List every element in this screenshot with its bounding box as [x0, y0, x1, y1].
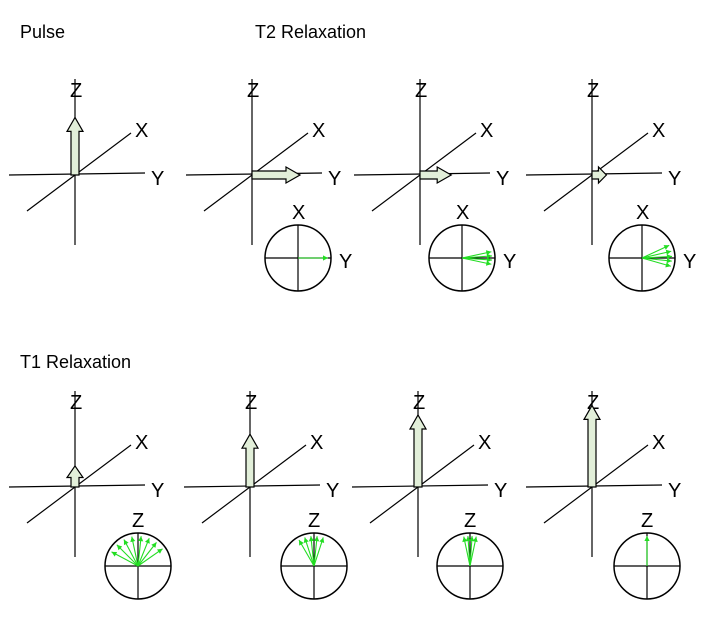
spin-vector-head	[157, 548, 163, 554]
spin-vector-head	[111, 551, 118, 557]
spin-vector	[137, 548, 163, 567]
spin-vector-head	[644, 536, 650, 541]
x-axis-label: X	[652, 432, 665, 454]
magnetization-arrow	[251, 165, 302, 185]
spin-vector-head	[465, 536, 471, 542]
z-axis-label: Z	[413, 392, 425, 414]
y-axis-label: Y	[151, 168, 164, 190]
spin-vector	[313, 537, 324, 567]
spin-vector	[123, 539, 139, 567]
magnetization-arrow	[408, 413, 428, 488]
inset-axis-label: Z	[308, 510, 320, 532]
spin-vector	[304, 537, 315, 567]
inset-axis-label: Z	[464, 510, 476, 532]
inset-side-label: Y	[683, 251, 696, 273]
x-axis-label: X	[480, 120, 493, 142]
x-axis-label: X	[478, 432, 491, 454]
inset-axis-label: Z	[132, 510, 144, 532]
inset-circle-t2-step-1: XY	[264, 202, 352, 292]
spin-vector-head	[151, 542, 157, 548]
spin-vector-head	[666, 258, 672, 264]
spin-vector	[461, 255, 492, 259]
spin-vector	[298, 539, 315, 567]
spin-vector-head	[303, 537, 309, 543]
x-axis-label: X	[135, 120, 148, 142]
magnetization-arrow	[65, 116, 85, 176]
magnetization-arrow	[419, 165, 453, 185]
y-axis-label: Y	[151, 480, 164, 502]
inset-side-label: Y	[339, 251, 352, 273]
spin-vector-head	[665, 249, 672, 255]
spin-vector-head	[472, 536, 478, 543]
spin-vector-head	[665, 262, 671, 268]
spin-vector-head	[663, 245, 670, 250]
panel-pulse: Z X Y	[8, 79, 164, 245]
inset-side-label: Y	[503, 251, 516, 273]
spin-vector-head	[314, 536, 320, 542]
spin-vector-head	[319, 537, 325, 543]
spin-vector-head	[130, 536, 136, 543]
y-axis-label: Y	[496, 168, 509, 190]
heading-t2-relaxation: T2 Relaxation	[255, 22, 366, 42]
z-axis-label: Z	[247, 80, 259, 102]
spin-vector-head	[116, 544, 123, 551]
z-axis-label: Z	[415, 80, 427, 102]
y-axis-label: Y	[328, 168, 341, 190]
y-axis-label: Y	[494, 480, 507, 502]
z-axis-label: Z	[245, 392, 257, 414]
spin-vector-head	[486, 253, 492, 259]
magnetization-arrow	[240, 432, 260, 488]
y-axis-label: Y	[668, 480, 681, 502]
z-axis-label: Z	[587, 80, 599, 102]
magnetization-arrow	[582, 404, 602, 488]
z-axis-label: Z	[70, 392, 82, 414]
z-axis-label: Z	[70, 80, 82, 102]
inset-circle-t1-step-2: Z	[280, 510, 348, 600]
inset-circle-t1-step-1: Z	[104, 510, 172, 600]
spin-vector	[137, 537, 150, 567]
inset-axis-label: X	[292, 202, 305, 224]
heading-t1-relaxation: T1 Relaxation	[20, 352, 131, 372]
spin-vector-head	[299, 540, 304, 546]
spin-vector-head	[486, 257, 492, 263]
y-axis-label: Y	[326, 480, 339, 502]
x-axis-label: X	[310, 432, 323, 454]
spin-vector-head	[138, 536, 144, 542]
inset-circle-t1-step-4: Z	[613, 510, 681, 600]
spin-vector-head	[308, 536, 314, 542]
spin-vector	[469, 536, 473, 567]
spin-vector-head	[485, 260, 492, 266]
spin-vector	[467, 536, 471, 567]
magnetization-arrow	[591, 165, 608, 185]
inset-axis-label: X	[636, 202, 649, 224]
y-axis-label: Y	[668, 168, 681, 190]
spin-vector	[111, 551, 139, 567]
magnetization-arrow	[65, 464, 85, 488]
spin-vector-head	[666, 254, 672, 260]
heading-pulse: Pulse	[20, 22, 65, 42]
spin-vector-head	[323, 255, 328, 261]
inset-axis-label: X	[456, 202, 469, 224]
inset-circle-t1-step-3: Z	[436, 510, 504, 600]
x-axis-label: X	[652, 120, 665, 142]
x-axis-label: X	[312, 120, 325, 142]
spin-vector	[461, 257, 492, 261]
spin-vector	[641, 244, 670, 259]
inset-circle-t2-step-3: XY	[608, 202, 696, 292]
spin-vector-head	[469, 536, 475, 542]
spin-vector-head	[123, 539, 129, 546]
inset-axis-label: Z	[641, 510, 653, 532]
spin-vector-head	[145, 538, 150, 544]
inset-circle-t2-step-2: XY	[428, 202, 516, 292]
x-axis-label: X	[135, 432, 148, 454]
